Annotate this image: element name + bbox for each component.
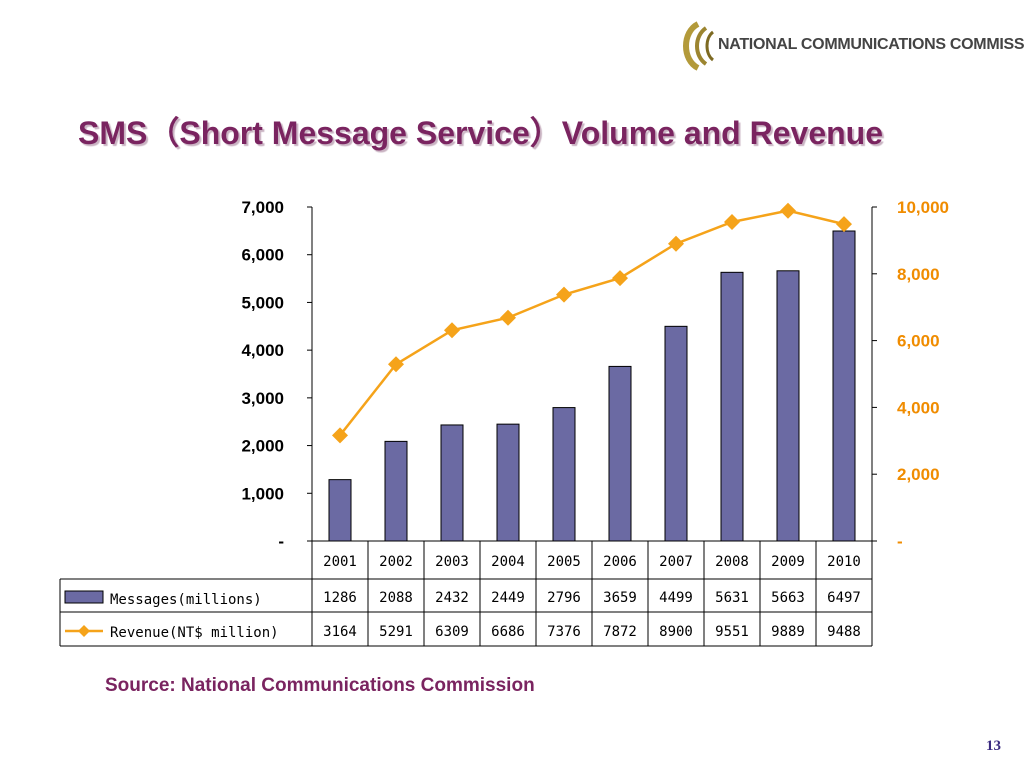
revenue-point-2008	[724, 213, 740, 230]
table-year-label: 2007	[659, 554, 693, 570]
table-messages-cell: 5663	[771, 590, 805, 606]
revenue-point-2005	[556, 286, 572, 303]
legend-label-messages: Messages(millions)	[110, 592, 262, 608]
revenue-point-2004	[500, 309, 516, 326]
left-axis-tick-label: 7,000	[241, 198, 284, 217]
bar-2006	[608, 365, 632, 542]
table-revenue-cell: 7376	[547, 624, 581, 640]
table-year-label: 2005	[547, 554, 581, 570]
table-year-label: 2001	[323, 554, 357, 570]
bar-2007	[664, 325, 688, 542]
table-year-label: 2008	[715, 554, 749, 570]
revenue-point-2003	[444, 322, 460, 339]
table-messages-cell: 4499	[659, 590, 693, 606]
table-year-label: 2009	[771, 554, 805, 570]
bar-2004	[496, 423, 520, 542]
legend-key-messages	[64, 590, 104, 604]
table-messages-cell: 1286	[323, 590, 357, 606]
table-year-label: 2004	[491, 554, 525, 570]
table-messages-cell: 2796	[547, 590, 581, 606]
revenue-point-2007	[668, 235, 684, 252]
table-messages-cell: 2449	[491, 590, 525, 606]
table-year-label: 2002	[379, 554, 413, 570]
table-year-label: 2003	[435, 554, 469, 570]
table-revenue-cell: 6309	[435, 624, 469, 640]
left-axis-tick-label: 1,000	[241, 484, 284, 503]
page-title: SMS（Short Message Service）Volume and Rev…	[78, 115, 884, 151]
revenue-point-2010	[836, 216, 852, 233]
bar-2002	[384, 440, 408, 542]
bar-2003	[440, 424, 464, 542]
left-axis-tick-label: 5,000	[241, 293, 284, 312]
revenue-point-2001	[332, 427, 348, 444]
table-revenue-cell: 9488	[827, 624, 861, 640]
left-axis-tick-label: -	[278, 532, 284, 551]
bar-2001	[328, 479, 352, 542]
table-revenue-cell: 7872	[603, 624, 637, 640]
right-axis-tick-label: 8,000	[897, 265, 940, 284]
right-axis-tick-label: -	[897, 532, 903, 551]
revenue-point-2009	[780, 202, 796, 219]
ncc-logo-icon	[683, 21, 715, 71]
right-axis-tick-label: 4,000	[897, 398, 940, 417]
table-revenue-cell: 3164	[323, 624, 357, 640]
table-messages-cell: 5631	[715, 590, 749, 606]
revenue-point-2006	[612, 270, 628, 287]
right-axis-tick-label: 2,000	[897, 465, 940, 484]
ncc-logo: NATIONAL COMMUNICATIONS COMMISSION	[678, 18, 1024, 74]
page-number: 13	[986, 738, 1001, 754]
bar-2010	[832, 230, 856, 542]
left-axis-tick-label: 3,000	[241, 389, 284, 408]
revenue-line	[339, 209, 845, 437]
logo-text: NATIONAL COMMUNICATIONS COMMISSION	[718, 36, 1024, 53]
right-axis-tick-label: 6,000	[897, 332, 940, 351]
bar-2008	[720, 271, 744, 542]
revenue-point-2002	[388, 356, 404, 373]
table-revenue-cell: 6686	[491, 624, 525, 640]
table-revenue-cell: 9889	[771, 624, 805, 640]
right-axis-tick-label: 10,000	[897, 198, 949, 217]
legend-label-revenue: Revenue(NT$ million)	[110, 625, 279, 641]
bar-2009	[776, 270, 800, 542]
left-axis-tick-label: 2,000	[241, 437, 284, 456]
table-year-label: 2010	[827, 554, 861, 570]
legend-key-revenue-marker	[78, 625, 90, 637]
source-note: Source: National Communications Commissi…	[105, 675, 535, 696]
left-axis-tick-label: 6,000	[241, 246, 284, 265]
table-revenue-cell: 8900	[659, 624, 693, 640]
table-revenue-cell: 9551	[715, 624, 749, 640]
table-messages-cell: 2088	[379, 590, 413, 606]
table-year-label: 2006	[603, 554, 637, 570]
table-messages-cell: 3659	[603, 590, 637, 606]
table-messages-cell: 2432	[435, 590, 469, 606]
table-messages-cell: 6497	[827, 590, 861, 606]
table-revenue-cell: 5291	[379, 624, 413, 640]
bar-2005	[552, 407, 576, 542]
left-axis-tick-label: 4,000	[241, 341, 284, 360]
